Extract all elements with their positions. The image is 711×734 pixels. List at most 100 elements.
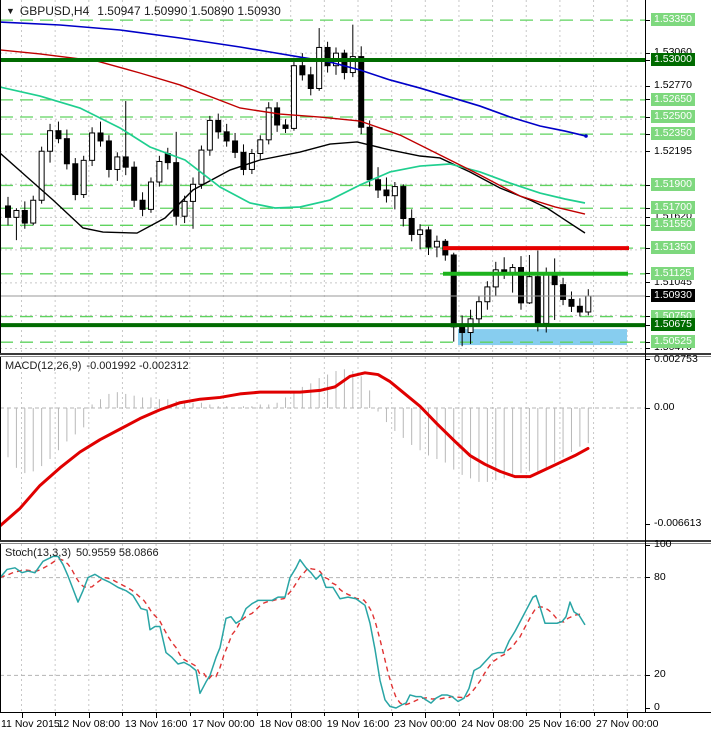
ohlc-quote: 1.50947 1.50990 1.50890 1.50930 bbox=[97, 4, 281, 18]
stoch-threshold-lines bbox=[0, 577, 645, 676]
price-scale[interactable]: 1.530601.527701.521951.516201.510451.504… bbox=[645, 0, 711, 713]
time-tick bbox=[593, 713, 595, 716]
time-tick bbox=[324, 713, 326, 716]
price-label: 1.51550 bbox=[651, 218, 695, 232]
scale-tick bbox=[646, 347, 650, 349]
time-tick bbox=[223, 713, 225, 718]
price-label: 100 bbox=[654, 538, 672, 550]
scale-tick bbox=[646, 707, 650, 709]
price-label: 1.52350 bbox=[651, 127, 695, 141]
macd-signal-line bbox=[0, 371, 590, 528]
price-label: 1.52195 bbox=[654, 144, 692, 157]
ma-red-line bbox=[0, 49, 586, 215]
time-tick bbox=[627, 713, 629, 718]
time-tick bbox=[526, 713, 528, 716]
time-axis-label: 13 Nov 16:00 bbox=[124, 718, 188, 730]
macd-name: MACD(12,26,9) bbox=[5, 360, 82, 372]
scale-tick bbox=[646, 133, 650, 135]
macd-histogram bbox=[7, 369, 589, 482]
scale-tick bbox=[646, 116, 650, 118]
key-levels-solid[interactable] bbox=[0, 58, 646, 328]
panel-separator[interactable] bbox=[0, 540, 711, 544]
stoch-name: Stoch(13,3,3) bbox=[5, 547, 72, 559]
chart-title-bar: ▼ GBPUSD,H4 1.50947 1.50990 1.50890 1.5093… bbox=[6, 4, 281, 18]
stoch-d-line bbox=[0, 558, 585, 706]
scale-tick bbox=[646, 85, 650, 87]
price-label: 0.002753 bbox=[654, 352, 698, 365]
price-label: 1.50930 bbox=[651, 289, 695, 303]
scale-tick bbox=[646, 359, 650, 361]
time-tick bbox=[559, 713, 561, 718]
time-tick bbox=[358, 713, 359, 718]
main-price-chart[interactable] bbox=[0, 0, 646, 353]
price-label: 20 bbox=[654, 668, 666, 681]
vertical-grid bbox=[21, 357, 628, 540]
price-label: 1.53000 bbox=[651, 53, 695, 66]
price-label: 1.51125 bbox=[651, 266, 695, 280]
time-axis-label: 18 Nov 08:00 bbox=[259, 718, 322, 730]
scale-tick bbox=[646, 674, 650, 676]
time-axis-label: 17 Nov 00:00 bbox=[192, 718, 255, 730]
scale-tick bbox=[646, 577, 650, 579]
time-axis-label: 19 Nov 16:00 bbox=[326, 718, 390, 730]
scale-tick bbox=[646, 523, 650, 525]
time-tick bbox=[492, 713, 494, 718]
scale-tick bbox=[646, 184, 650, 186]
price-label: 1.50525 bbox=[651, 335, 695, 349]
price-label: 1.52650 bbox=[651, 92, 695, 106]
time-tick bbox=[458, 713, 460, 716]
time-tick bbox=[290, 713, 292, 718]
time-tick bbox=[88, 713, 90, 718]
time-axis-label: 23 Nov 00:00 bbox=[394, 718, 457, 730]
price-label: 1.52770 bbox=[654, 79, 692, 92]
scale-tick bbox=[646, 316, 650, 318]
time-tick bbox=[21, 713, 23, 718]
price-label: 80 bbox=[654, 570, 666, 583]
scale-tick bbox=[646, 247, 650, 249]
panel-separator[interactable] bbox=[0, 353, 711, 357]
scale-tick bbox=[646, 295, 650, 297]
vertical-grid bbox=[21, 544, 628, 712]
scale-tick bbox=[646, 151, 650, 153]
price-label: 1.52500 bbox=[651, 110, 695, 123]
price-label: -0.006613 bbox=[654, 517, 702, 530]
stoch-k-line bbox=[0, 555, 586, 709]
time-tick bbox=[122, 713, 124, 716]
scale-tick bbox=[646, 282, 650, 284]
support-zone-rect[interactable] bbox=[458, 329, 627, 346]
stoch-values: 50.9559 58.0866 bbox=[76, 547, 159, 559]
time-axis-label: 12 Nov 08:00 bbox=[57, 718, 121, 730]
time-axis[interactable]: 11 Nov 2015 12 Nov 08:00 13 Nov 16:00 17 No… bbox=[0, 712, 711, 734]
time-tick bbox=[425, 713, 427, 718]
time-tick bbox=[156, 713, 158, 718]
price-label: 1.51700 bbox=[651, 201, 695, 215]
price-label: 1.51900 bbox=[651, 178, 695, 192]
stoch-indicator-label: Stoch(13,3,3) 50.9559 58.0866 bbox=[5, 547, 159, 559]
ma-black-line bbox=[0, 141, 586, 234]
scale-tick bbox=[646, 544, 650, 546]
scale-tick bbox=[646, 216, 650, 218]
symbol-timeframe-label: GBPUSD,H4 bbox=[19, 4, 90, 18]
time-tick bbox=[189, 713, 191, 716]
time-axis-label: 11 Nov 2015 bbox=[1, 718, 60, 730]
scale-tick bbox=[646, 407, 650, 409]
time-tick bbox=[55, 713, 57, 716]
scale-tick bbox=[646, 207, 650, 209]
vertical-grid bbox=[21, 0, 628, 352]
stoch-panel[interactable] bbox=[0, 544, 646, 712]
price-label: 0.00 bbox=[654, 401, 675, 413]
macd-values: -0.001992 -0.002312 bbox=[86, 360, 189, 372]
symbol-dropdown-icon[interactable]: ▼ bbox=[6, 6, 15, 16]
macd-panel[interactable] bbox=[0, 357, 646, 540]
ma-teal-line bbox=[0, 86, 586, 209]
time-tick bbox=[257, 713, 259, 716]
time-axis-label: 24 Nov 08:00 bbox=[461, 718, 524, 730]
scale-tick bbox=[646, 59, 650, 61]
time-axis-label: 27 Nov 00:00 bbox=[595, 718, 659, 730]
price-label: 1.50675 bbox=[651, 318, 695, 332]
macd-indicator-label: MACD(12,26,9) -0.001992 -0.002312 bbox=[5, 360, 189, 372]
ma-blue-endpoint bbox=[584, 134, 588, 138]
price-label: 1.53350 bbox=[651, 13, 695, 27]
scale-tick bbox=[646, 99, 650, 101]
